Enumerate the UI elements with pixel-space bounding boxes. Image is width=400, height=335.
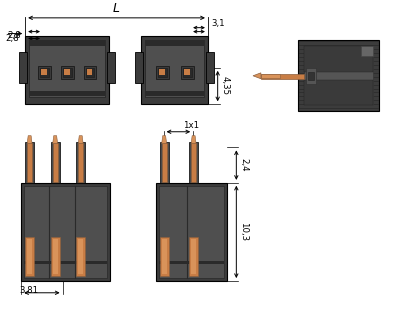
Text: 4,35: 4,35: [221, 76, 230, 95]
Bar: [29, 41, 105, 97]
Bar: [306, 68, 316, 84]
Text: 3,81: 3,81: [19, 286, 38, 295]
Bar: [61, 66, 74, 79]
Polygon shape: [53, 136, 58, 143]
Bar: [42, 69, 47, 75]
Bar: [261, 74, 304, 79]
Bar: [162, 143, 167, 182]
Text: 3,1: 3,1: [212, 19, 226, 28]
Bar: [84, 66, 96, 79]
Bar: [40, 68, 49, 77]
Bar: [64, 69, 70, 75]
Bar: [304, 46, 373, 105]
Text: 2,8: 2,8: [6, 34, 19, 43]
Polygon shape: [27, 136, 32, 143]
Bar: [361, 46, 373, 56]
Bar: [21, 183, 110, 281]
Bar: [27, 239, 32, 274]
Bar: [181, 66, 194, 79]
Bar: [159, 261, 224, 264]
Bar: [107, 52, 114, 83]
Bar: [189, 142, 198, 183]
Bar: [27, 143, 32, 182]
Bar: [51, 142, 60, 183]
Bar: [78, 143, 83, 182]
Bar: [206, 52, 214, 83]
Bar: [24, 261, 107, 264]
Bar: [24, 186, 107, 278]
Bar: [135, 52, 143, 83]
Bar: [160, 237, 168, 276]
Bar: [141, 36, 208, 104]
Bar: [160, 142, 168, 183]
Bar: [25, 237, 34, 276]
Bar: [145, 41, 204, 97]
Bar: [78, 239, 83, 274]
Bar: [261, 74, 280, 78]
Bar: [156, 183, 226, 281]
Polygon shape: [253, 73, 261, 79]
Bar: [25, 36, 109, 104]
Bar: [145, 90, 204, 96]
Bar: [53, 239, 58, 274]
Bar: [159, 69, 165, 75]
Bar: [63, 68, 72, 77]
Text: 10,3: 10,3: [239, 222, 248, 242]
Bar: [51, 237, 60, 276]
Bar: [304, 80, 373, 105]
Bar: [298, 41, 379, 111]
Bar: [183, 68, 192, 77]
Bar: [184, 69, 190, 75]
Bar: [86, 69, 92, 75]
Bar: [86, 68, 94, 77]
Bar: [191, 143, 196, 182]
Text: 1x1: 1x1: [183, 121, 200, 130]
Polygon shape: [162, 136, 167, 143]
Bar: [156, 66, 168, 79]
Bar: [158, 68, 167, 77]
Bar: [308, 72, 314, 80]
Bar: [162, 239, 167, 274]
Bar: [19, 52, 27, 83]
Polygon shape: [78, 136, 83, 143]
Polygon shape: [191, 136, 196, 143]
Text: 2,8: 2,8: [8, 31, 21, 40]
Bar: [25, 142, 34, 183]
Bar: [145, 41, 204, 46]
Bar: [38, 66, 51, 79]
Bar: [191, 239, 196, 274]
Bar: [76, 142, 85, 183]
Bar: [29, 90, 105, 96]
Bar: [53, 143, 58, 182]
Bar: [189, 237, 198, 276]
Bar: [76, 237, 85, 276]
Text: L: L: [113, 2, 120, 15]
Bar: [304, 46, 373, 72]
Bar: [29, 41, 105, 46]
Text: 2,4: 2,4: [239, 158, 248, 172]
Bar: [159, 186, 224, 278]
